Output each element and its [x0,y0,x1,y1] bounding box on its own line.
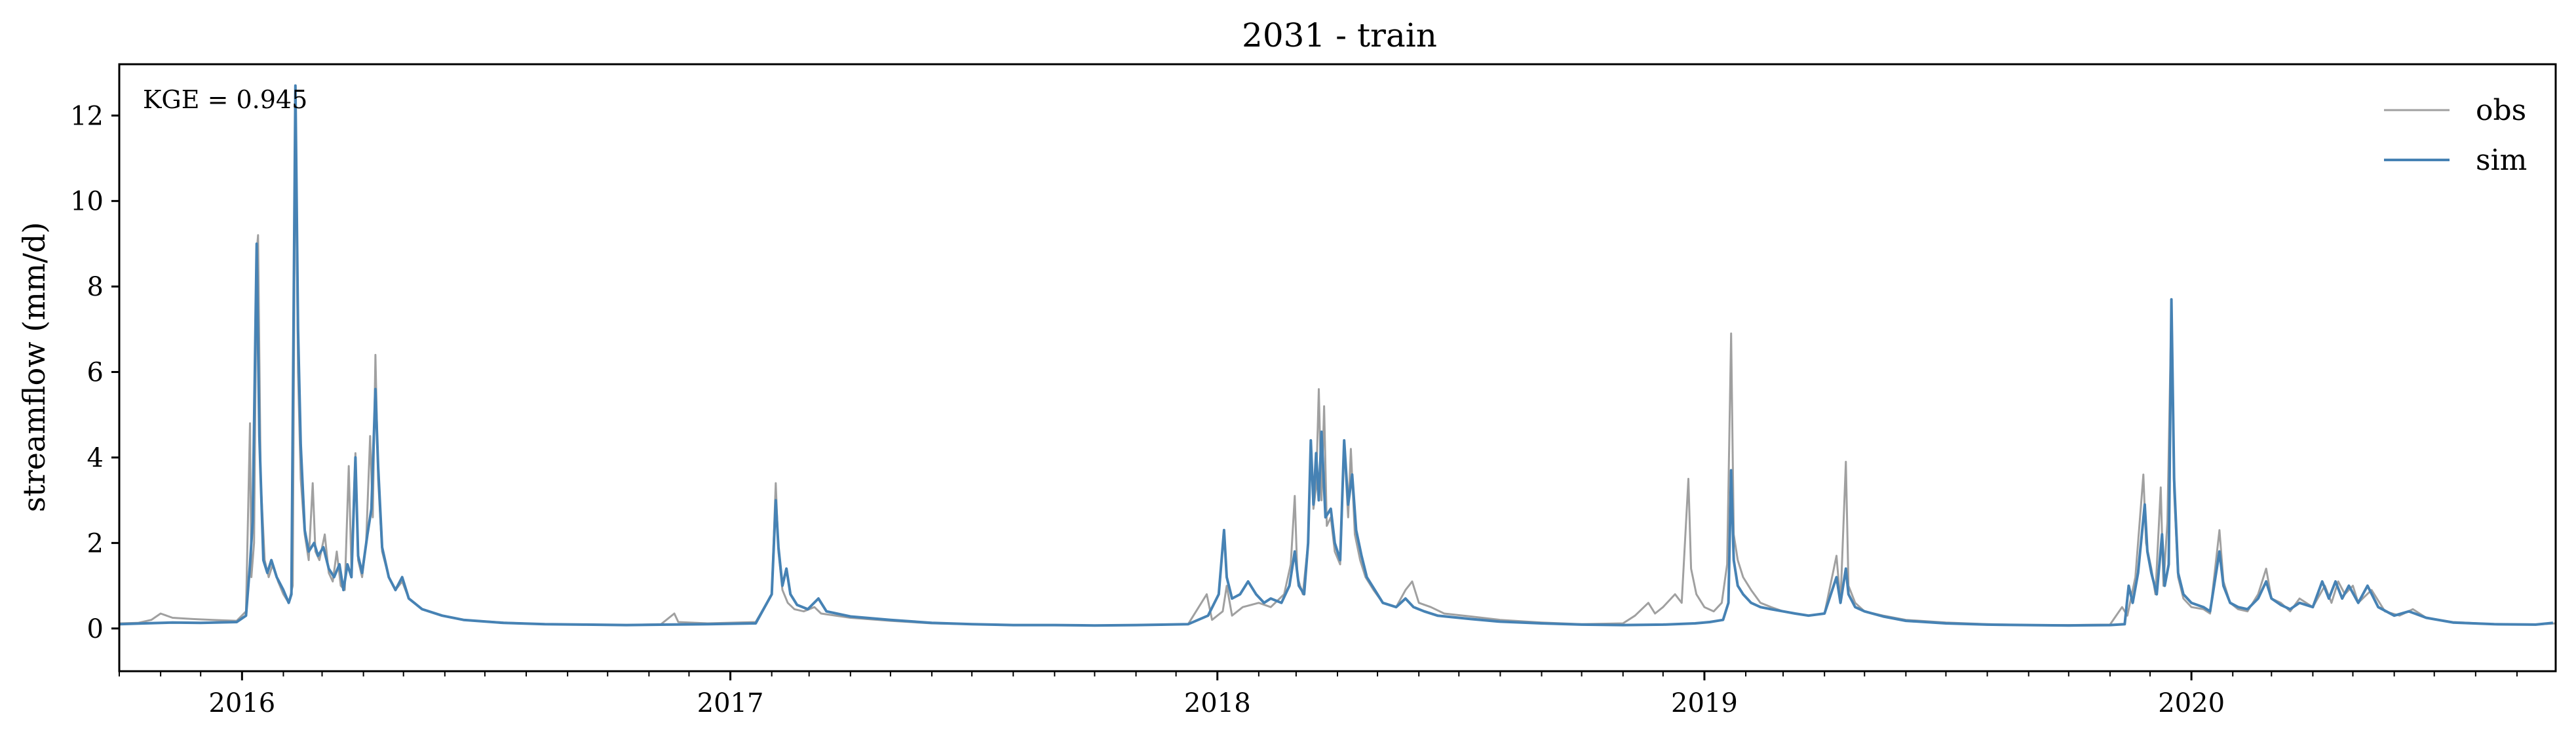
y-tick-label: 10 [70,187,104,217]
legend-label-sim: sim [2476,144,2527,177]
series-line-sim [119,84,2554,627]
y-axis-title: streamflow (mm/d) [16,222,52,513]
x-tick-label: 2017 [697,688,764,718]
legend: obs sim [2384,94,2527,177]
kge-annotation: KGE = 0.945 [143,85,307,114]
x-tick-label: 2020 [2158,688,2225,718]
y-axis: 0 2 4 6 8 10 12 [70,101,119,644]
series-layer [119,84,2556,627]
y-tick-label: 12 [70,101,104,131]
x-axis: 2016 2017 2018 2019 2020 [119,671,2518,718]
x-tick-label: 2016 [208,688,275,718]
y-tick-label: 0 [87,614,104,644]
y-tick-label: 4 [87,443,104,473]
legend-label-obs: obs [2476,94,2526,127]
chart-title: 2031 - train [1242,16,1437,54]
x-tick-label: 2018 [1184,688,1251,718]
y-tick-label: 8 [87,272,104,302]
x-tick-label: 2019 [1671,688,1738,718]
y-tick-label: 6 [87,358,104,388]
y-tick-label: 2 [87,528,104,558]
